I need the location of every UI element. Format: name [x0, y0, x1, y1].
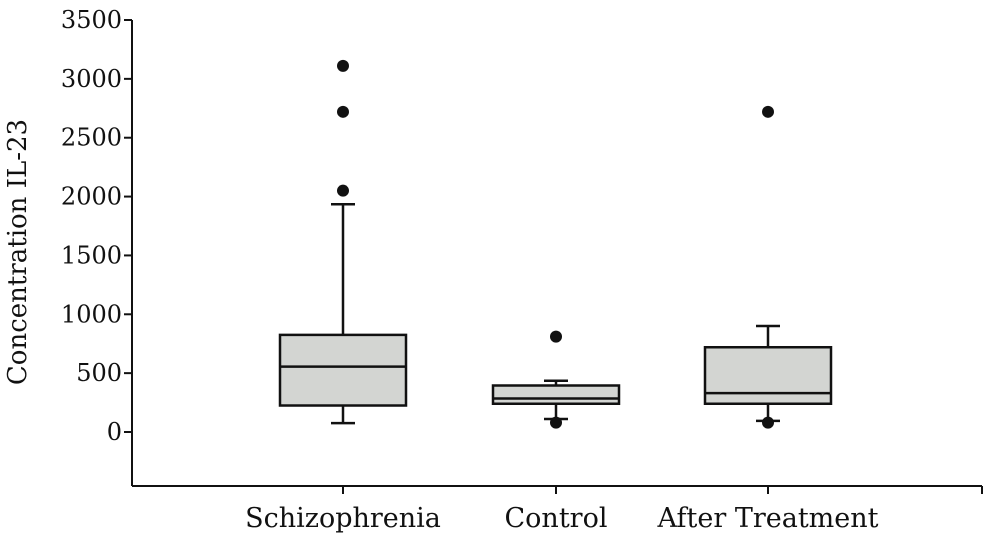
- y-tick-label: 500: [76, 359, 122, 387]
- outlier-point: [337, 184, 349, 197]
- outlier-point: [762, 105, 774, 118]
- box-after-treatment: [703, 105, 833, 429]
- x-axis: Schizophrenia Control After Treatment: [132, 485, 983, 534]
- y-tick-label: 3000: [61, 65, 122, 93]
- outlier-point: [337, 59, 349, 72]
- box-control: [491, 330, 621, 429]
- outlier-point: [762, 416, 774, 429]
- y-tick-label: 2000: [61, 183, 122, 211]
- iqr-box: [278, 333, 408, 407]
- outlier-point: [550, 416, 562, 429]
- x-category-label: After Treatment: [657, 503, 879, 534]
- y-tick-label: 1000: [61, 300, 122, 328]
- y-tick-label: 0: [107, 418, 122, 446]
- x-category-label: Schizophrenia: [245, 503, 441, 534]
- y-tick-label: 2500: [61, 124, 122, 152]
- outlier-point: [337, 105, 349, 118]
- iqr-box: [491, 384, 621, 405]
- outlier-point: [550, 330, 562, 343]
- y-axis: 0 500 1000 1500 2000 2500 3000 3500: [61, 6, 133, 486]
- box-schizophrenia: [278, 59, 408, 425]
- y-axis-title: Concentration IL-23: [3, 119, 33, 385]
- y-tick-label: 1500: [61, 241, 122, 269]
- box-series: [278, 59, 833, 429]
- y-tick-label: 3500: [61, 6, 122, 34]
- x-category-label: Control: [505, 503, 608, 534]
- iqr-box: [703, 345, 833, 405]
